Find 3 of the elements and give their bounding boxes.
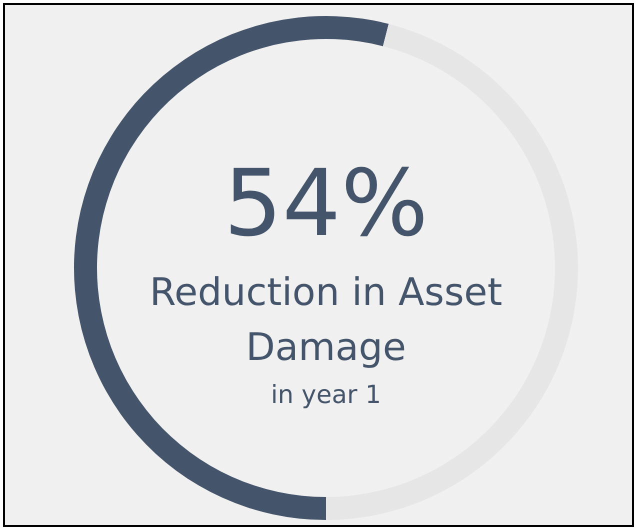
data-label: 54% xyxy=(224,150,428,257)
text: Reduction in Asset Damage xyxy=(150,270,502,369)
text: in year 1 xyxy=(270,380,382,409)
